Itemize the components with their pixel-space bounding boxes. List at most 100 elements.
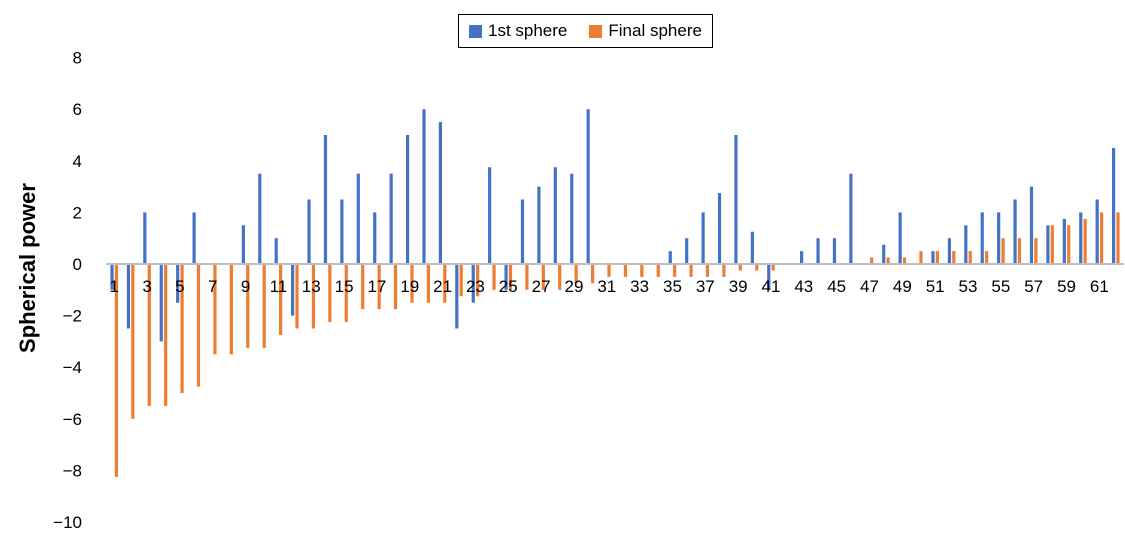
bar-final-sphere [1083, 218, 1087, 264]
bar-first-sphere [176, 264, 180, 303]
bar-final-sphere [114, 264, 119, 477]
x-tick-label: 7 [208, 277, 217, 296]
y-tick-label: −8 [63, 461, 82, 480]
x-tick-label: 21 [433, 277, 452, 296]
x-tick-label: 3 [142, 277, 151, 296]
bar-first-sphere [701, 212, 705, 264]
bar-first-sphere [438, 122, 442, 264]
x-tick-label: 43 [794, 277, 813, 296]
bar-first-sphere [997, 212, 1001, 264]
bar-final-sphere [1001, 238, 1005, 264]
y-tick-label: −4 [63, 358, 82, 377]
bar-first-sphere [668, 251, 672, 264]
bar-final-sphere [377, 264, 381, 310]
bar-first-sphere [258, 173, 262, 264]
bar-final-sphere [738, 264, 742, 271]
bar-first-sphere [570, 173, 574, 264]
bar-final-sphere [1099, 212, 1104, 264]
bar-first-sphere [1046, 225, 1050, 264]
x-tick-label: 41 [762, 277, 781, 296]
bar-first-sphere [323, 135, 328, 264]
bar-final-sphere [328, 264, 332, 323]
bar-final-sphere [393, 264, 398, 310]
x-tick-label: 17 [367, 277, 386, 296]
x-tick-label: 39 [729, 277, 748, 296]
bar-final-sphere [541, 264, 545, 290]
bar-first-sphere [816, 238, 820, 264]
y-tick-label: 6 [73, 100, 82, 119]
x-tick-label: 23 [466, 277, 485, 296]
legend-label: Final sphere [608, 21, 702, 40]
bar-final-sphere [525, 264, 529, 290]
x-tick-label: 51 [926, 277, 945, 296]
bar-final-sphere [919, 251, 923, 264]
bar-first-sphere [1029, 186, 1034, 264]
y-tick-label: −10 [53, 513, 82, 532]
bar-first-sphere [800, 251, 804, 264]
bar-final-sphere [508, 264, 513, 290]
bar-final-sphere [279, 264, 283, 335]
bar-final-sphere [131, 264, 135, 419]
bar-final-sphere [985, 251, 989, 264]
bar-first-sphere [750, 231, 754, 264]
x-tick-label: 19 [400, 277, 419, 296]
bar-first-sphere [1095, 199, 1099, 264]
bar-first-sphere [931, 251, 935, 264]
bar-final-sphere [164, 264, 168, 406]
bar-final-sphere [459, 264, 463, 297]
y-tick-label: −2 [63, 307, 82, 326]
bar-first-sphere [389, 173, 393, 264]
legend-label: 1st sphere [488, 21, 568, 40]
bar-first-sphere [553, 167, 557, 264]
bar-final-sphere [426, 264, 430, 303]
series-final-sphere [114, 212, 1120, 477]
bar-final-sphere [574, 264, 578, 284]
bar-first-sphere [898, 212, 902, 264]
bar-first-sphere [126, 264, 131, 329]
bar-first-sphere [405, 135, 410, 264]
bar-first-sphere [422, 109, 426, 264]
x-tick-label: 13 [302, 277, 321, 296]
y-tick-label: 0 [73, 255, 82, 274]
bar-first-sphere [849, 173, 853, 264]
bar-final-sphere [640, 264, 644, 277]
x-tick-label: 31 [597, 277, 616, 296]
bar-final-sphere [262, 264, 266, 348]
bar-first-sphere [471, 264, 475, 303]
x-tick-label: 45 [827, 277, 846, 296]
bar-first-sphere [1111, 147, 1116, 264]
x-tick-label: 9 [241, 277, 250, 296]
bar-first-sphere [734, 135, 738, 264]
bar-first-sphere [520, 199, 525, 264]
bar-first-sphere [717, 193, 722, 264]
series-1st-sphere [110, 109, 1116, 342]
bar-final-sphere [705, 264, 710, 277]
bar-final-sphere [476, 264, 480, 297]
x-tick-label: 37 [696, 277, 715, 296]
x-tick-label: 59 [1057, 277, 1076, 296]
bar-final-sphere [1034, 238, 1038, 264]
bar-final-sphere [147, 264, 151, 406]
bar-first-sphere [373, 212, 377, 264]
bar-final-sphere [361, 264, 365, 310]
x-tick-label: 57 [1024, 277, 1043, 296]
bar-final-sphere [410, 264, 414, 303]
legend-swatch-icon [589, 24, 603, 38]
bar-first-sphere [980, 212, 984, 264]
legend: 1st sphere Final sphere [458, 14, 713, 48]
y-tick-label: −6 [63, 410, 82, 429]
bar-final-sphere [755, 264, 759, 271]
x-tick-label: 1 [109, 277, 118, 296]
bar-final-sphere [311, 264, 316, 329]
bar-first-sphere [586, 109, 590, 264]
bar-first-sphere [455, 264, 459, 329]
bar-final-sphere [443, 264, 447, 303]
bar-first-sphere [1079, 212, 1083, 264]
bar-final-sphere [196, 264, 201, 387]
bar-first-sphere [340, 199, 344, 264]
bar-final-sphere [246, 264, 250, 348]
bar-final-sphere [902, 257, 907, 264]
x-tick-label: 53 [959, 277, 978, 296]
x-tick-label: 27 [532, 277, 551, 296]
